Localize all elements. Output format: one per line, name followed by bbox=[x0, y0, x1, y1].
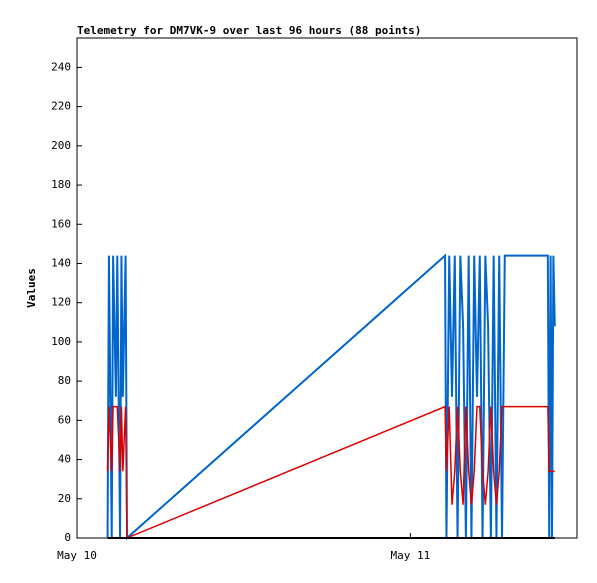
y-tick-label: 180 bbox=[51, 178, 71, 191]
series-line bbox=[106, 253, 556, 541]
y-tick-label: 0 bbox=[64, 531, 71, 544]
y-tick-label: 240 bbox=[51, 60, 71, 73]
y-axis-label: Values bbox=[25, 268, 38, 308]
y-tick-label: 100 bbox=[51, 335, 71, 348]
x-tick-label: May 11 bbox=[390, 549, 430, 562]
y-tick-label: 20 bbox=[58, 492, 71, 505]
y-tick-label: 200 bbox=[51, 139, 71, 152]
y-tick-label: 220 bbox=[51, 100, 71, 113]
y-tick-label: 120 bbox=[51, 296, 71, 309]
y-tick-label: 60 bbox=[58, 413, 71, 426]
y-tick-label: 160 bbox=[51, 217, 71, 230]
x-tick-label: May 10 bbox=[57, 549, 97, 562]
chart-title: Telemetry for DM7VK-9 over last 96 hours… bbox=[77, 24, 421, 37]
y-tick-label: 40 bbox=[58, 453, 71, 466]
y-tick-label: 140 bbox=[51, 256, 71, 269]
y-tick-label: 80 bbox=[58, 374, 71, 387]
series-line bbox=[106, 405, 555, 540]
